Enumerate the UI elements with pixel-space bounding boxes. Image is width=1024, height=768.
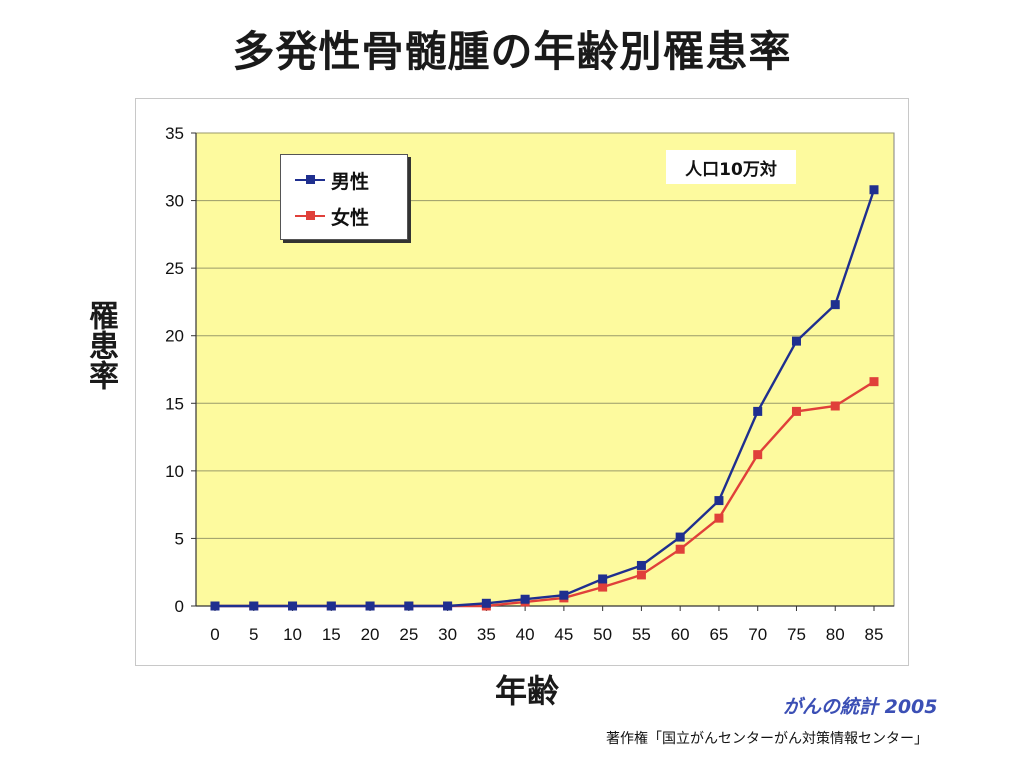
y-tick-label: 10: [165, 462, 184, 481]
data-point-female: [869, 377, 879, 387]
data-point-male: [830, 300, 840, 310]
data-point-female: [791, 406, 801, 416]
y-tick-label: 0: [175, 597, 184, 616]
data-point-male: [481, 598, 491, 608]
x-tick-label: 15: [322, 625, 341, 644]
x-tick-label: 20: [361, 625, 380, 644]
legend-label-female: 女性: [331, 206, 370, 229]
x-tick-label: 25: [399, 625, 418, 644]
data-point-male: [210, 601, 220, 611]
y-tick-label: 5: [175, 529, 184, 548]
data-point-male: [869, 185, 879, 195]
x-tick-label: 10: [283, 625, 302, 644]
data-point-female: [636, 570, 646, 580]
y-tick-label: 30: [165, 192, 184, 211]
legend-label-male: 男性: [331, 170, 370, 193]
data-point-male: [249, 601, 259, 611]
data-point-female: [675, 544, 685, 554]
data-point-female: [714, 513, 724, 523]
legend-swatch-female: [295, 211, 325, 220]
chart-title: 多発性骨髄腫の年齢別罹患率: [232, 27, 792, 76]
x-tick-label: 5: [249, 625, 258, 644]
data-point-male: [636, 560, 646, 570]
data-point-male: [443, 601, 453, 611]
data-point-male: [288, 601, 298, 611]
copyright-notice: 著作権「国立がんセンターがん対策情報センター」: [606, 731, 928, 747]
x-tick-label: 45: [554, 625, 573, 644]
data-point-male: [365, 601, 375, 611]
x-tick-label: 65: [709, 625, 728, 644]
x-tick-label: 80: [826, 625, 845, 644]
data-point-female: [753, 450, 763, 460]
unit-note: 人口10万対: [666, 150, 796, 184]
x-tick-label: 85: [865, 625, 884, 644]
data-point-female: [598, 582, 608, 592]
data-point-female: [830, 401, 840, 411]
x-tick-label: 55: [632, 625, 651, 644]
x-tick-label: 70: [748, 625, 767, 644]
x-tick-label: 35: [477, 625, 496, 644]
data-point-male: [326, 601, 336, 611]
data-point-male: [791, 336, 801, 346]
y-tick-label: 15: [165, 394, 184, 413]
legend-swatch-male: [295, 175, 325, 184]
x-tick-label: 50: [593, 625, 612, 644]
x-axis-label: 年齢: [495, 672, 560, 710]
x-tick-label: 75: [787, 625, 806, 644]
data-point-male: [404, 601, 414, 611]
y-axis-label: 罹患率: [83, 300, 118, 390]
legend-item-female: 女性: [295, 201, 369, 231]
legend-item-male: 男性: [295, 165, 369, 195]
data-point-male: [714, 496, 724, 506]
data-point-male: [753, 406, 763, 416]
x-tick-label: 60: [671, 625, 690, 644]
source-label: がんの統計 2005: [783, 696, 938, 718]
x-tick-label: 40: [516, 625, 535, 644]
series-line-male: [215, 189, 876, 608]
x-tick-label: 30: [438, 625, 457, 644]
y-tick-label: 25: [165, 259, 184, 278]
y-tick-label: 35: [165, 124, 184, 143]
data-point-male: [675, 532, 685, 542]
y-tick-label: 20: [165, 327, 184, 346]
x-tick-label: 0: [210, 625, 219, 644]
data-point-male: [559, 590, 569, 600]
data-point-male: [520, 594, 530, 604]
data-point-male: [598, 574, 608, 584]
legend: 男性 女性: [280, 154, 408, 240]
